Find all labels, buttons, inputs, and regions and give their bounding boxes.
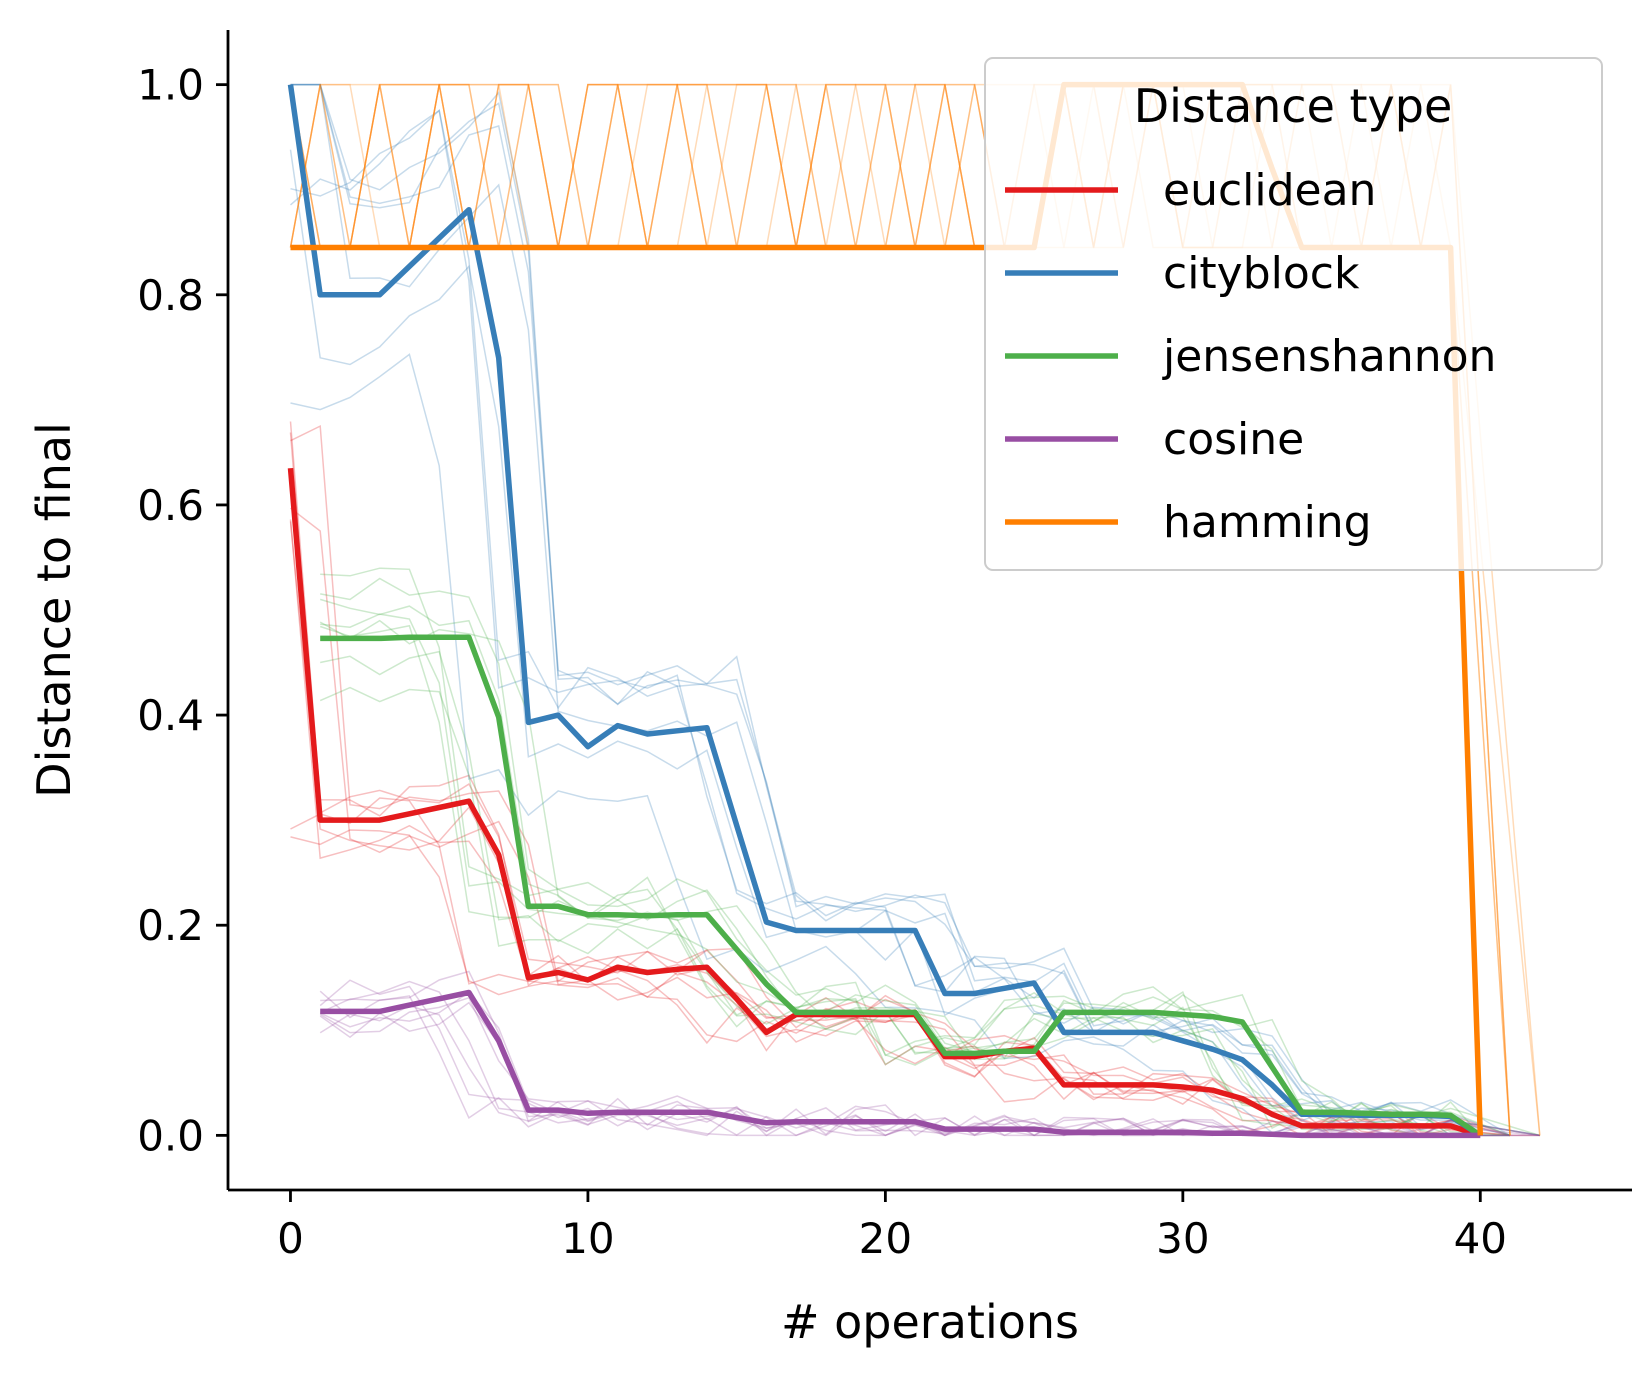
jensenshannon-legend-label: jensenshannon — [1162, 331, 1496, 382]
x-tick-label: 20 — [859, 1214, 912, 1263]
euclidean-run-line — [290, 797, 1540, 1137]
cosine-legend-label: cosine — [1163, 414, 1304, 465]
y-tick-label: 0.2 — [137, 901, 204, 950]
y-tick-label: 1.0 — [137, 61, 204, 110]
euclidean-run-line — [289, 521, 1481, 1137]
cityblock-run-line — [290, 83, 1481, 1137]
cosine-run-line — [319, 991, 1481, 1137]
cityblock-run-line — [290, 353, 1510, 1137]
axes — [226, 30, 1632, 1192]
cosine-run-line — [319, 995, 1540, 1137]
y-tick-label: 0.8 — [137, 271, 204, 320]
legend: Distance type euclidean cityblock jensensh… — [984, 57, 1603, 571]
x-tick-label: 0 — [277, 1214, 304, 1263]
euclidean-run-line — [289, 432, 1540, 1137]
cityblock-run-line — [290, 83, 1511, 1137]
jensenshannon-run-line — [319, 598, 1511, 1137]
euclidean-run-line — [290, 829, 1481, 1137]
euclidean-run-line — [289, 519, 1511, 1137]
cityblock-run-line — [290, 83, 1540, 1137]
y-tick-label: 0.4 — [137, 691, 204, 740]
legend-title: Distance type — [1134, 79, 1453, 133]
euclidean-legend-label: euclidean — [1163, 165, 1376, 216]
legend-items: euclidean cityblock jensenshannon cosine ham… — [1005, 165, 1496, 548]
jensenshannon-run-line — [320, 567, 1481, 1137]
x-axis-title: # operations — [781, 1295, 1079, 1349]
jensenshannon-run-line — [319, 619, 1481, 1136]
cityblock-run-line — [290, 109, 1510, 1137]
euclidean-run-line — [290, 424, 1511, 1137]
y-ticks: 0.0 0.2 0.4 0.6 0.8 1.0 — [137, 61, 228, 1160]
y-tick-label: 0.6 — [137, 481, 204, 530]
x-tick-label: 10 — [561, 1214, 614, 1263]
y-tick-label: 0.0 — [137, 1111, 204, 1160]
x-ticks: 0 10 20 30 40 — [277, 1190, 1507, 1263]
cityblock-series-line — [287, 84, 1482, 1138]
y-axis-title: Distance to final — [27, 422, 81, 798]
x-tick-label: 40 — [1454, 1214, 1507, 1263]
jensenshannon-series-line — [320, 634, 1482, 1138]
cosine-series-line — [320, 989, 1481, 1139]
hamming-legend-label: hamming — [1163, 497, 1372, 548]
cityblock-legend-label: cityblock — [1163, 248, 1360, 299]
x-tick-label: 30 — [1156, 1214, 1209, 1263]
cityblock-run-line — [290, 83, 1511, 1137]
legend-box — [984, 57, 1603, 571]
cityblock-run-line — [289, 149, 1540, 1137]
